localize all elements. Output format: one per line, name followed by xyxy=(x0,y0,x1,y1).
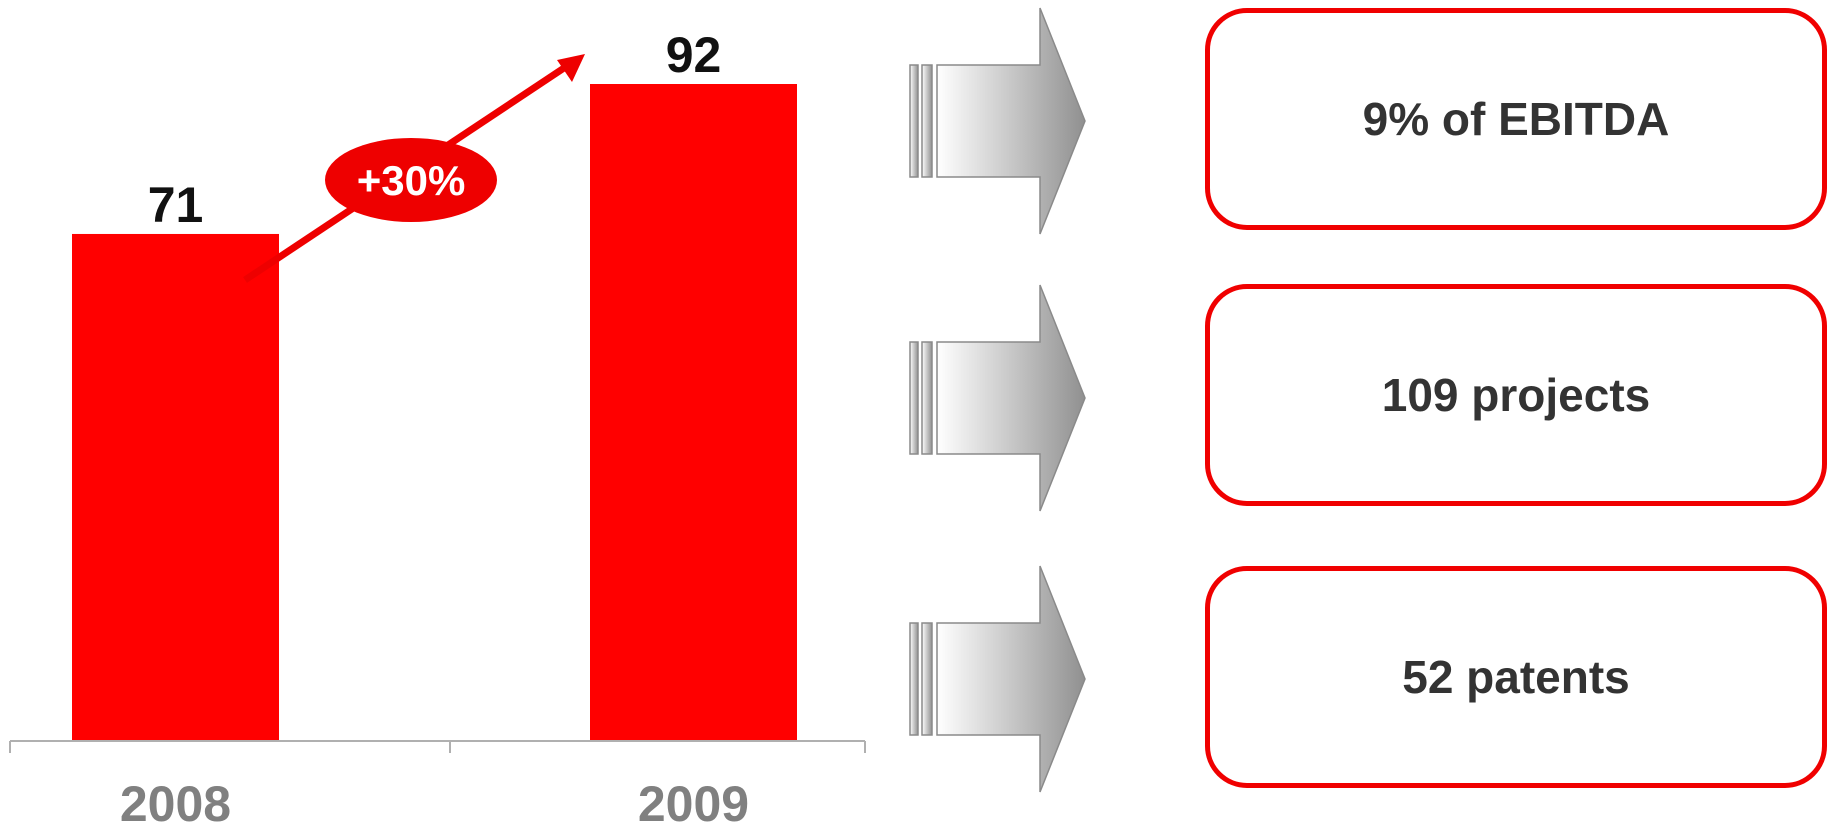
category-label-2009: 2009 xyxy=(638,776,749,826)
arrow-stripe xyxy=(921,622,933,736)
highlight-box: 9% of EBITDA xyxy=(1205,8,1827,230)
arrow-body xyxy=(936,284,1086,512)
highlight-box: 109 projects xyxy=(1205,284,1827,506)
arrow-body xyxy=(936,7,1086,235)
bar-2008 xyxy=(72,233,279,741)
growth-badge xyxy=(325,138,497,222)
arrow-stripe xyxy=(921,341,933,455)
highlight-text: 9% of EBITDA xyxy=(1362,93,1670,145)
bar-2009 xyxy=(590,84,797,741)
value-label-2009: 92 xyxy=(666,27,722,83)
right-arrow-icon xyxy=(909,565,1086,793)
highlight-text: 109 projects xyxy=(1381,369,1651,421)
right-arrow-icon xyxy=(909,7,1086,235)
category-label-2008: 2008 xyxy=(120,776,231,826)
arrow-stripe xyxy=(921,64,933,178)
highlight-text: 52 patents xyxy=(1402,651,1630,703)
highlight-box: 52 patents xyxy=(1205,566,1827,788)
arrow-stripe xyxy=(909,341,919,455)
arrow-stripe xyxy=(909,622,919,736)
right-arrow-icon xyxy=(909,284,1086,512)
arrow-stripe xyxy=(909,64,919,178)
growth-label: +30% xyxy=(357,157,466,204)
arrow-body xyxy=(936,565,1086,793)
value-label-2008: 71 xyxy=(148,177,204,233)
growth-arrow-head xyxy=(557,54,585,82)
